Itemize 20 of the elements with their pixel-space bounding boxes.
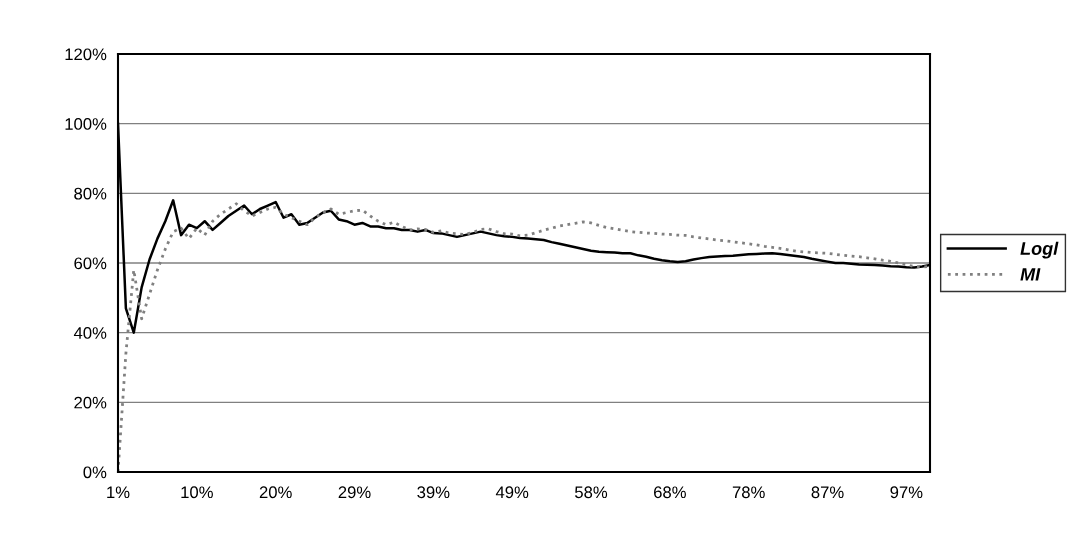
y-tick-label: 0% <box>83 466 107 479</box>
x-tick-label: 78% <box>732 486 765 499</box>
y-tick-label: 40% <box>73 327 107 339</box>
x-tick-label: 68% <box>654 486 686 499</box>
x-tick-label: 29% <box>338 486 371 499</box>
legend-label: Logl <box>1020 241 1059 259</box>
y-tick-label: 100% <box>65 118 107 130</box>
y-tick-label: 20% <box>74 396 107 409</box>
y-tick-label: 120% <box>65 48 107 61</box>
x-tick-label: 87% <box>811 486 844 499</box>
y-tick-label: 60% <box>74 257 107 270</box>
x-tick-label: 20% <box>259 486 292 499</box>
x-tick-label: 49% <box>495 486 529 499</box>
x-tick-label: 97% <box>890 486 923 499</box>
x-tick-label: 58% <box>575 486 608 499</box>
x-tick-label: 10% <box>181 486 213 499</box>
x-tick-label: 1% <box>107 486 130 499</box>
y-tick-label: 80% <box>74 187 107 200</box>
legend-label: MI <box>1020 268 1041 281</box>
x-tick-label: 39% <box>417 486 450 499</box>
